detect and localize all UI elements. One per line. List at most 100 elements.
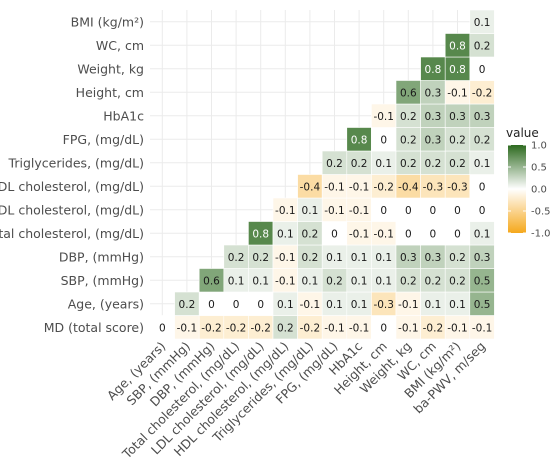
cell-value-label: 0 <box>479 64 486 76</box>
cell-value-label: -0.1 <box>472 322 493 334</box>
cell-value-label: 0.1 <box>351 299 368 311</box>
cell-value-label: 0.2 <box>179 299 196 311</box>
cell-value-label: -0.2 <box>472 87 493 99</box>
cell-value-label: 0.2 <box>302 228 319 240</box>
cell-value-label: -0.1 <box>447 322 468 334</box>
cell-value-label: 0.1 <box>326 299 343 311</box>
cell-value-label: 0.2 <box>449 275 466 287</box>
cell-value-label: 0.8 <box>449 40 466 52</box>
cell-value-label: -0.1 <box>300 299 321 311</box>
cell-value-label: 0.2 <box>425 158 442 170</box>
cell-value-label: 0.2 <box>351 158 368 170</box>
cell-value-label: 0.3 <box>425 87 442 99</box>
cell-value-label: 0.3 <box>425 111 442 123</box>
cell-value-label: 0 <box>208 299 215 311</box>
row-label: WC, cm <box>96 38 144 53</box>
cell-value-label: 0 <box>454 205 461 217</box>
cell-value-label: 0 <box>479 181 486 193</box>
cell-value-label: -0.1 <box>275 205 296 217</box>
cell-value-label: 0.1 <box>252 275 269 287</box>
cell-value-label: -0.1 <box>324 205 345 217</box>
cell-value-label: 0 <box>380 322 387 334</box>
cell-value-label: 0.1 <box>375 158 392 170</box>
cell-value-label: 0.2 <box>400 134 417 146</box>
row-label: Triglycerides, (mg/dL) <box>8 155 144 170</box>
legend-tick-label: -0.5 <box>531 207 550 218</box>
row-label: MD (total score) <box>44 320 144 335</box>
cell-value-label: 0 <box>257 299 264 311</box>
cell-value-label: -0.2 <box>300 322 321 334</box>
cell-value-label: 0 <box>233 299 240 311</box>
cell-value-label: 0.2 <box>474 40 491 52</box>
column-labels: Age, (years)SBP, (mmHg)DBP, (mmHg)Total … <box>104 338 488 462</box>
legend-title: value <box>506 126 539 140</box>
cell-value-label: 0 <box>405 228 412 240</box>
cell-value-label: 0.1 <box>474 158 491 170</box>
cell-value-label: -0.1 <box>398 322 419 334</box>
row-label: Total cholesterol, (mg/dL) <box>0 226 144 241</box>
cell-value-label: 0.2 <box>474 134 491 146</box>
row-label: HDL cholesterol, (mg/dL) <box>0 179 144 194</box>
cell-value-label: 0 <box>380 134 387 146</box>
cell-value-label: 0.1 <box>326 252 343 264</box>
cell-value-label: 0.3 <box>474 111 491 123</box>
cell-value-label: 0.2 <box>449 134 466 146</box>
cell-value-label: 0.2 <box>400 111 417 123</box>
cell-value-label: -0.1 <box>447 87 468 99</box>
cell-value-label: 0.1 <box>474 228 491 240</box>
cell-value-label: 0.2 <box>400 275 417 287</box>
cell-value-label: 0.5 <box>474 299 491 311</box>
cell-value-label: -0.3 <box>447 181 468 193</box>
cell-value-label: -0.2 <box>423 322 444 334</box>
cell-value-label: 0.1 <box>449 299 466 311</box>
cell-value-label: -0.1 <box>349 322 370 334</box>
cell-value-label: -0.4 <box>398 181 419 193</box>
cell-value-label: 0.1 <box>351 275 368 287</box>
cell-value-label: -0.3 <box>373 299 394 311</box>
cell-value-label: -0.4 <box>300 181 321 193</box>
row-label: LDL cholesterol, (mg/dL) <box>0 202 144 217</box>
cell-value-label: 0.3 <box>449 111 466 123</box>
cell-value-label: -0.2 <box>373 181 394 193</box>
cell-value-label: 0.2 <box>302 252 319 264</box>
cell-value-label: 0 <box>479 205 486 217</box>
cell-value-label: 0.1 <box>425 299 442 311</box>
cell-value-label: -0.1 <box>373 228 394 240</box>
row-label: Age, (years) <box>68 296 144 311</box>
cell-value-label: -0.1 <box>177 322 198 334</box>
cell-value-label: 0.2 <box>326 275 343 287</box>
cell-value-label: 0.2 <box>326 158 343 170</box>
legend-colorbar <box>508 145 526 233</box>
cell-value-label: -0.1 <box>349 228 370 240</box>
cell-value-label: 0.2 <box>400 158 417 170</box>
row-label: HbA1c <box>103 108 144 123</box>
cell-value-label: 0.1 <box>474 17 491 29</box>
cell-value-label: 0.1 <box>302 205 319 217</box>
cell-value-label: 0.3 <box>425 252 442 264</box>
cell-value-label: 0.3 <box>425 134 442 146</box>
cell-value-label: 0.1 <box>375 275 392 287</box>
cell-value-label: 0.2 <box>277 322 294 334</box>
row-label: BMI (kg/m²) <box>71 14 144 29</box>
cell-value-label: -0.1 <box>275 252 296 264</box>
cell-value-label: 0 <box>430 205 437 217</box>
cell-value-label: -0.1 <box>398 299 419 311</box>
cell-value-label: -0.1 <box>349 205 370 217</box>
row-label: SBP, (mmHg) <box>61 273 144 288</box>
cell-value-label: 0.1 <box>302 275 319 287</box>
cell-value-label: -0.1 <box>324 181 345 193</box>
cell-value-label: 0.8 <box>449 64 466 76</box>
row-labels: MD (total score) Age, (years) SBP, (mmHg) D… <box>0 14 144 335</box>
cell-value-label: 0 <box>159 322 166 334</box>
cell-value-label: 0.8 <box>252 228 269 240</box>
heatmap-cells: 0 -0.1 -0.2 -0.2 -0.2 0.2 -0.2 -0.1 -0.1 0 -0.1 -0.… <box>149 9 495 340</box>
row-label: Weight, kg <box>77 61 144 76</box>
cell-value-label: -0.2 <box>201 322 222 334</box>
cell-value-label: -0.3 <box>423 181 444 193</box>
cell-value-label: 0.2 <box>228 252 245 264</box>
cell-value-label: 0.1 <box>375 252 392 264</box>
cell-value-label: 0.1 <box>277 299 294 311</box>
cell-value-label: 0 <box>380 205 387 217</box>
cell-value-label: 0 <box>430 228 437 240</box>
